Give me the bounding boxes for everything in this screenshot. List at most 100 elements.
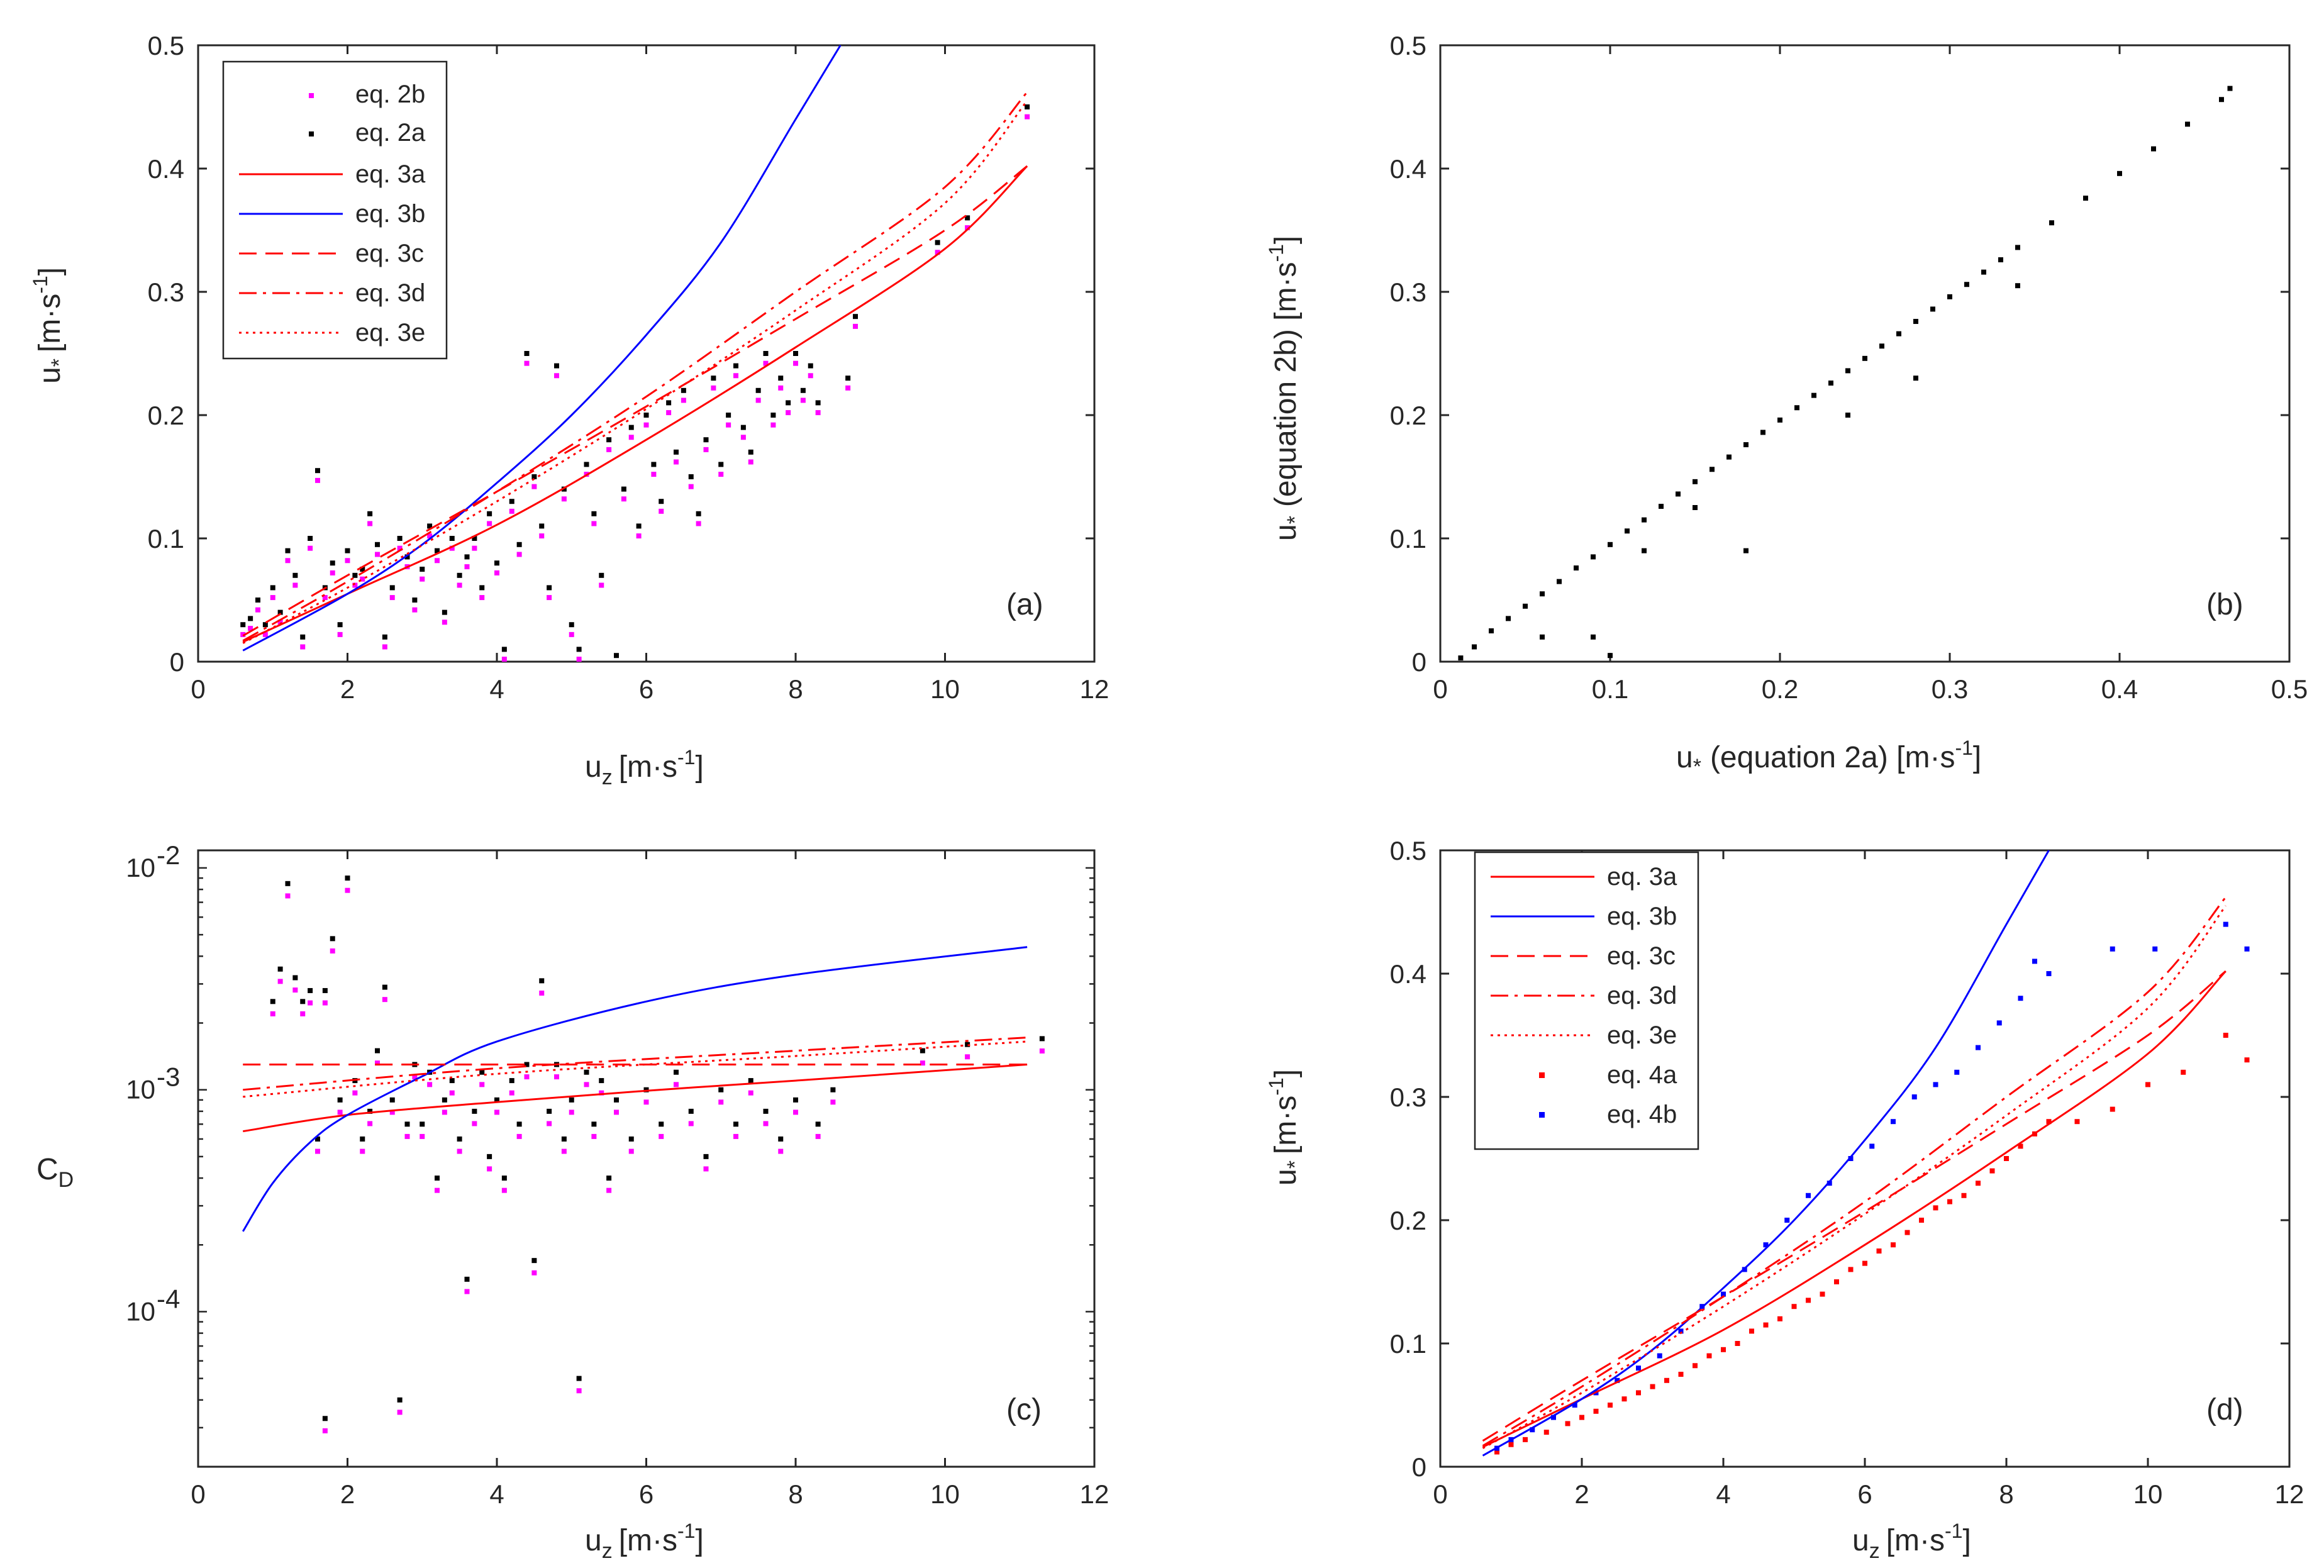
d-point-eq4a xyxy=(1508,1442,1514,1447)
panel-a-lines xyxy=(242,45,1028,652)
d-point-eq4a xyxy=(1777,1316,1782,1321)
panel-c-lines xyxy=(242,946,1028,1232)
panel-a-legend-box xyxy=(222,60,448,360)
c-point-eq2a xyxy=(337,1097,343,1103)
c-point-eq2a xyxy=(435,1176,440,1181)
a-point-eq2a xyxy=(845,375,851,381)
c-line-eq-3d xyxy=(243,1037,1028,1091)
b-point xyxy=(1998,257,2003,263)
a-point-eq2a xyxy=(435,548,440,553)
c-ytick-exp: -4 xyxy=(157,1284,180,1313)
c-point-eq2a xyxy=(815,1121,821,1127)
panel-d-legend: eq. 3a eq. 3b eq. 3c eq. 3d eq. 3e eq. 4… xyxy=(1474,851,1699,1150)
a-point-eq2a xyxy=(360,567,365,572)
a-point-eq2a xyxy=(270,585,275,591)
a-point-eq2b xyxy=(360,576,365,582)
b-xtick-label: 0.2 xyxy=(1762,674,1798,704)
a-point-eq2a xyxy=(681,387,686,393)
d-ytick-label: 0.2 xyxy=(1390,1206,1426,1235)
a-point-eq2a xyxy=(427,523,433,529)
c-point-eq2b xyxy=(494,1109,499,1115)
b-point xyxy=(1896,331,1901,336)
a-point-eq2a xyxy=(793,351,798,356)
a-point-eq2b xyxy=(726,422,731,428)
a-point-eq2a xyxy=(636,523,642,529)
b-point xyxy=(2015,283,2020,289)
c-point-eq2b xyxy=(614,1109,619,1115)
a-point-eq2a xyxy=(628,425,634,430)
c-point-eq2b xyxy=(569,1109,574,1115)
a-point-eq2a xyxy=(412,598,418,603)
c-point-eq2b xyxy=(472,1121,477,1126)
d-point-eq4b xyxy=(1721,1291,1726,1297)
d-point-eq4a xyxy=(2244,1057,2250,1063)
d-point-eq4b xyxy=(1911,1094,1917,1099)
b-point xyxy=(1458,655,1464,661)
panel-b-xlabel-sub: * xyxy=(1693,755,1701,779)
c-point-eq2a xyxy=(345,876,350,881)
panel-a-xlabel-sub: z xyxy=(602,765,613,789)
c-point-eq2b xyxy=(531,1270,537,1276)
a-point-eq2b xyxy=(262,631,268,637)
panel-d-xlabel-exp: -1 xyxy=(1945,1520,1962,1542)
b-ytick-label: 0.1 xyxy=(1390,524,1426,553)
b-point xyxy=(2049,220,2054,226)
a-point-eq2a xyxy=(352,572,358,578)
b-point xyxy=(1523,603,1528,609)
a-point-eq2b xyxy=(599,582,604,588)
c-point-eq2b xyxy=(315,1148,320,1154)
d-point-eq4a xyxy=(1820,1291,1825,1297)
panel-a-xlabel: uz [m·s-1] xyxy=(585,746,704,789)
b-point xyxy=(2227,86,2233,91)
panel-b-ylabel: u* (equation 2b) [m·s-1] xyxy=(1265,236,1307,541)
c-point-eq2b xyxy=(599,1090,604,1096)
legend-a-eq3e: eq. 3e xyxy=(355,319,425,347)
a-point-eq2b xyxy=(853,323,858,329)
a-point-eq2a xyxy=(420,567,425,572)
a-point-eq2a xyxy=(576,647,582,652)
c-point-eq2a xyxy=(733,1121,738,1127)
c-point-eq2b xyxy=(793,1109,798,1115)
a-point-eq2b xyxy=(703,447,709,452)
b-point xyxy=(2151,146,2156,152)
panel-b-x-ticks: 0 0.1 0.2 0.3 0.4 0.5 xyxy=(1433,45,2308,704)
d-point-eq4b xyxy=(1572,1403,1577,1408)
d-ytick-label: 0.3 xyxy=(1390,1082,1426,1112)
a-point-eq2a xyxy=(643,413,649,418)
c-point-eq2b xyxy=(920,1060,925,1066)
c-point-eq2a xyxy=(442,1097,447,1103)
c-point-eq2b xyxy=(397,1410,403,1415)
a-point-eq2b xyxy=(770,422,776,428)
d-point-eq4a xyxy=(1919,1218,1924,1223)
a-point-eq2a xyxy=(487,511,492,516)
c-point-eq2a xyxy=(763,1108,769,1114)
a-point-eq2a xyxy=(621,486,626,492)
panel-b-xlabel-close: ] xyxy=(1973,741,1981,774)
d-point-eq4b xyxy=(1784,1218,1790,1223)
a-point-eq2a xyxy=(494,560,499,566)
c-point-eq2b xyxy=(412,1074,418,1080)
c-point-eq2b xyxy=(449,1090,455,1096)
b-point xyxy=(1913,319,1918,325)
d-point-eq4a xyxy=(1706,1353,1712,1359)
c-point-eq2b xyxy=(487,1166,492,1172)
c-point-eq2b xyxy=(539,990,545,996)
d-point-eq4b xyxy=(1826,1181,1832,1186)
panel-a-ylabel-exp: -1 xyxy=(29,275,52,293)
c-point-eq2b xyxy=(479,1082,485,1087)
panel-c-ylabel: CD xyxy=(36,1153,74,1192)
panel-c-points xyxy=(270,876,1045,1433)
a-point-eq2b xyxy=(778,385,784,391)
d-point-eq4a xyxy=(1735,1341,1740,1346)
a-point-eq2a xyxy=(688,474,694,479)
a-point-eq2b xyxy=(786,410,791,416)
a-xtick-label: 2 xyxy=(340,674,355,704)
panel-a: 0 2 4 6 8 10 12 0 0.1 0.2 0.3 0.4 0.5 (a) eq. 2b eq… xyxy=(29,31,1109,789)
b-point xyxy=(1540,591,1545,597)
c-point-eq2a xyxy=(322,1416,328,1421)
panel-d-ylabel: u* [m·s-1] xyxy=(1265,1069,1307,1186)
b-point xyxy=(1625,528,1630,534)
panel-d-points xyxy=(1494,921,2250,1455)
d-point-eq4a xyxy=(2074,1119,2080,1125)
a-point-eq2b xyxy=(472,545,477,551)
